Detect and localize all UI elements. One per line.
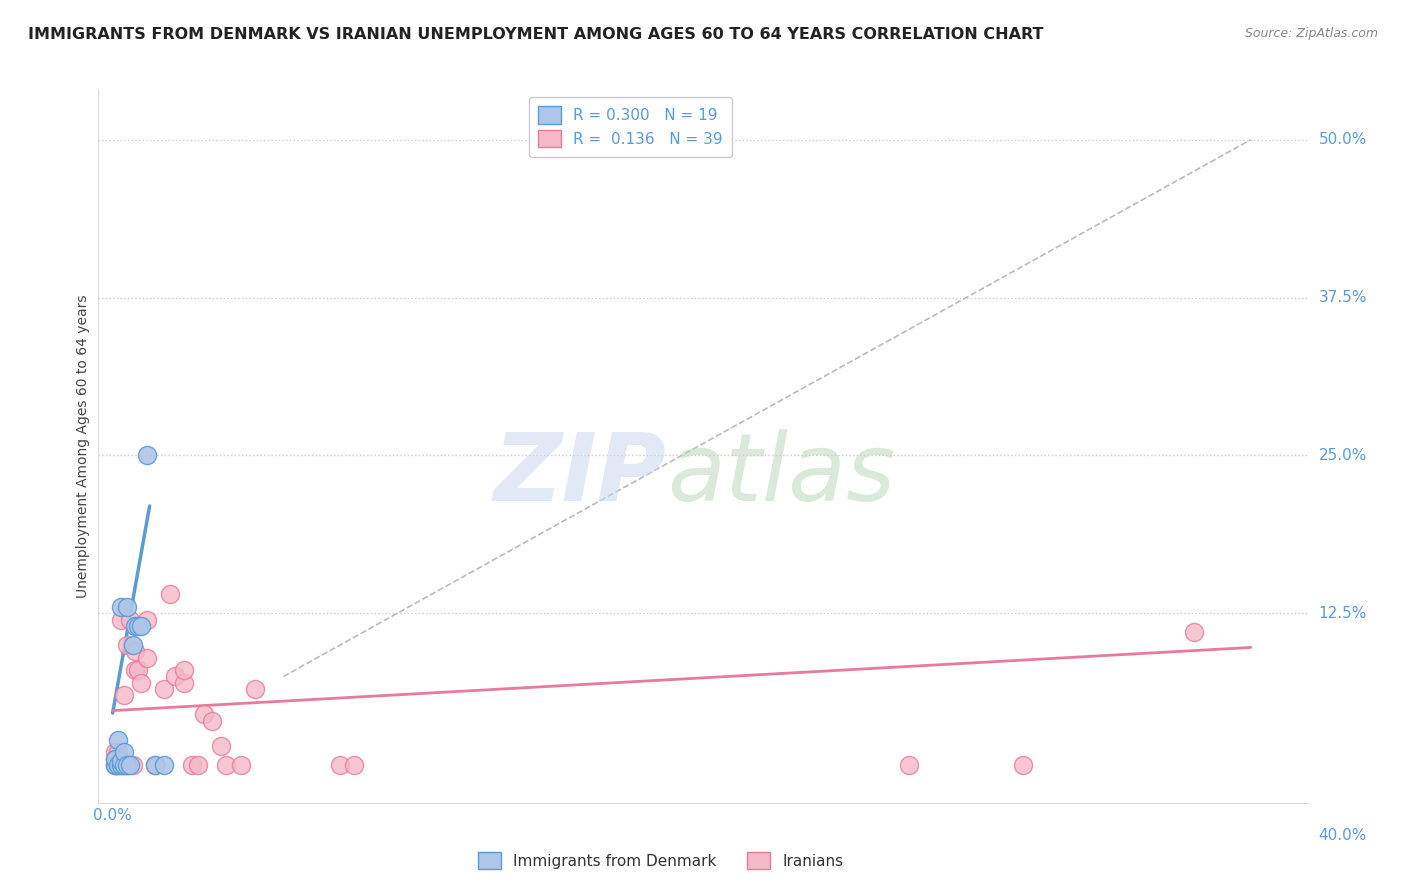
- Point: [229, 758, 252, 772]
- Point: [107, 758, 129, 772]
- Point: [173, 663, 195, 677]
- Point: [115, 758, 138, 772]
- Point: [110, 754, 132, 768]
- Point: [104, 758, 127, 772]
- Point: [193, 707, 215, 722]
- Point: [173, 675, 195, 690]
- Legend: Immigrants from Denmark, Iranians: Immigrants from Denmark, Iranians: [472, 846, 849, 875]
- Legend: R = 0.300   N = 19, R =  0.136   N = 39: R = 0.300 N = 19, R = 0.136 N = 39: [529, 97, 733, 157]
- Point: [115, 600, 138, 615]
- Point: [159, 587, 181, 601]
- Point: [143, 758, 166, 772]
- Point: [107, 745, 129, 759]
- Point: [115, 758, 138, 772]
- Point: [1182, 625, 1205, 640]
- Point: [181, 758, 204, 772]
- Text: IMMIGRANTS FROM DENMARK VS IRANIAN UNEMPLOYMENT AMONG AGES 60 TO 64 YEARS CORREL: IMMIGRANTS FROM DENMARK VS IRANIAN UNEMP…: [28, 27, 1043, 42]
- Point: [104, 751, 127, 765]
- Point: [112, 689, 135, 703]
- Point: [112, 758, 135, 772]
- Text: atlas: atlas: [666, 429, 896, 520]
- Point: [209, 739, 232, 753]
- Point: [127, 663, 149, 677]
- Point: [121, 758, 143, 772]
- Point: [898, 758, 921, 772]
- Point: [215, 758, 238, 772]
- Point: [135, 650, 157, 665]
- Point: [153, 758, 176, 772]
- Point: [129, 619, 152, 633]
- Point: [104, 758, 127, 772]
- Point: [201, 714, 224, 728]
- Point: [107, 732, 129, 747]
- Point: [143, 758, 166, 772]
- Text: 25.0%: 25.0%: [1319, 448, 1367, 463]
- Point: [329, 758, 352, 772]
- Point: [110, 758, 132, 772]
- Point: [110, 613, 132, 627]
- Text: ZIP: ZIP: [494, 428, 666, 521]
- Point: [121, 638, 143, 652]
- Point: [118, 613, 141, 627]
- Point: [115, 638, 138, 652]
- Text: 40.0%: 40.0%: [1319, 828, 1367, 843]
- Text: 12.5%: 12.5%: [1319, 606, 1367, 621]
- Point: [107, 758, 129, 772]
- Text: 37.5%: 37.5%: [1319, 290, 1367, 305]
- Point: [104, 751, 127, 765]
- Y-axis label: Unemployment Among Ages 60 to 64 years: Unemployment Among Ages 60 to 64 years: [76, 294, 90, 598]
- Point: [129, 675, 152, 690]
- Point: [343, 758, 366, 772]
- Point: [112, 745, 135, 759]
- Text: 50.0%: 50.0%: [1319, 132, 1367, 147]
- Point: [118, 758, 141, 772]
- Point: [243, 682, 266, 697]
- Text: Source: ZipAtlas.com: Source: ZipAtlas.com: [1244, 27, 1378, 40]
- Point: [112, 758, 135, 772]
- Point: [110, 758, 132, 772]
- Point: [104, 758, 127, 772]
- Point: [124, 644, 146, 658]
- Point: [110, 600, 132, 615]
- Point: [165, 669, 187, 683]
- Point: [187, 758, 209, 772]
- Point: [135, 613, 157, 627]
- Point: [124, 619, 146, 633]
- Point: [124, 663, 146, 677]
- Point: [153, 682, 176, 697]
- Point: [127, 619, 149, 633]
- Point: [135, 449, 157, 463]
- Point: [104, 745, 127, 759]
- Point: [1012, 758, 1035, 772]
